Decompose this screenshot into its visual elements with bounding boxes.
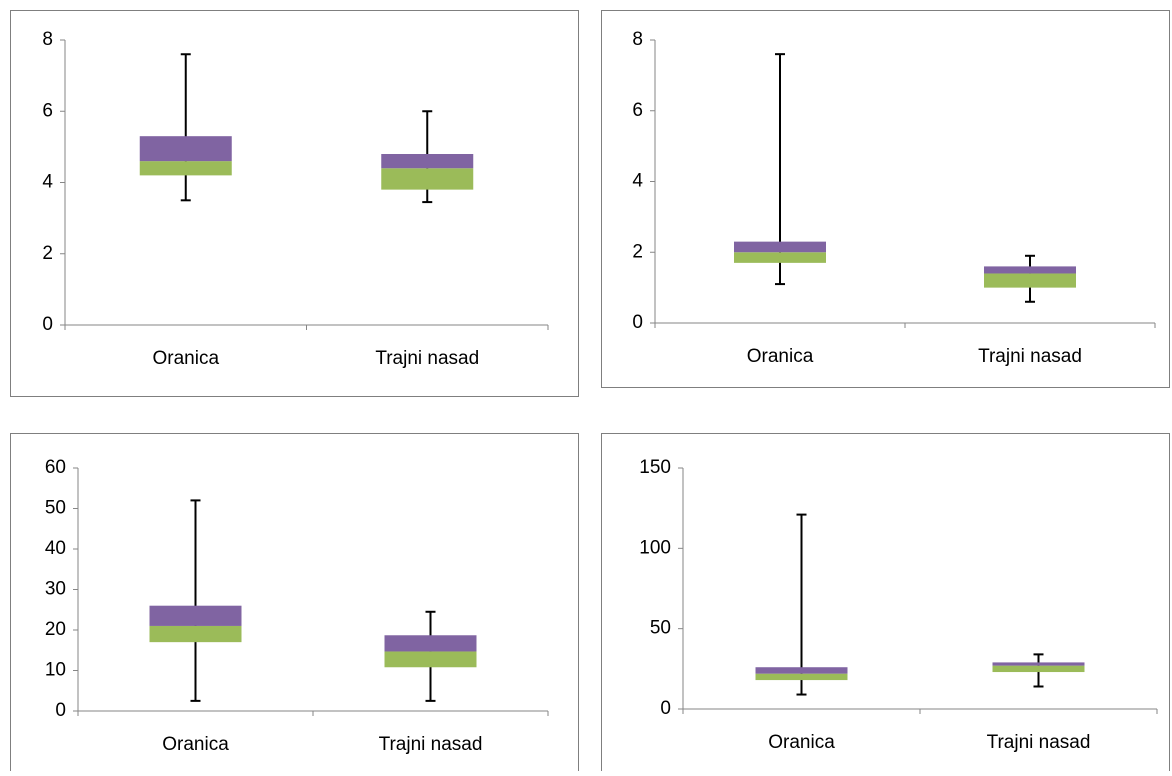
box-lower xyxy=(992,665,1085,673)
y-tick-label: 6 xyxy=(42,100,53,121)
box-upper xyxy=(139,136,232,162)
y-tick-label: 0 xyxy=(660,698,671,719)
box-upper xyxy=(384,635,477,652)
box-lower xyxy=(734,252,826,263)
box-lower xyxy=(381,168,474,190)
y-tick-label: 60 xyxy=(45,457,66,478)
box-lower xyxy=(149,625,242,643)
x-tick-label: Trajni nasad xyxy=(987,732,1091,753)
y-tick-label: 40 xyxy=(45,538,66,559)
chart-frame xyxy=(601,10,1170,388)
x-tick-label: Oranica xyxy=(768,732,835,753)
y-tick-label: 50 xyxy=(650,618,671,639)
y-tick-label: 0 xyxy=(632,312,643,333)
x-tick-label: Oranica xyxy=(162,734,229,755)
y-tick-label: 0 xyxy=(42,314,53,335)
x-tick-label: Oranica xyxy=(747,346,814,367)
y-tick-label: 2 xyxy=(42,243,53,264)
x-tick-label: Trajni nasad xyxy=(375,348,479,369)
box-upper xyxy=(734,241,826,253)
y-tick-label: 50 xyxy=(45,498,66,519)
box-lower xyxy=(755,673,848,681)
box-lower xyxy=(384,651,477,668)
box-lower xyxy=(984,273,1076,288)
y-tick-label: 10 xyxy=(45,660,66,681)
chart-frame xyxy=(601,433,1170,774)
box-lower xyxy=(139,161,232,176)
chart-frame xyxy=(10,433,579,774)
y-tick-label: 6 xyxy=(632,100,643,121)
x-tick-label: Trajni nasad xyxy=(978,346,1082,367)
y-tick-label: 0 xyxy=(55,700,66,721)
y-tick-label: 8 xyxy=(632,29,643,50)
box-upper xyxy=(984,266,1076,274)
y-tick-label: 30 xyxy=(45,579,66,600)
y-tick-label: 20 xyxy=(45,619,66,640)
box-upper xyxy=(149,605,242,626)
y-tick-label: 100 xyxy=(639,537,671,558)
y-tick-label: 2 xyxy=(632,241,643,262)
box-upper xyxy=(992,662,1085,666)
chart-frame xyxy=(10,10,579,397)
x-tick-label: Trajni nasad xyxy=(379,734,483,755)
y-tick-label: 8 xyxy=(42,29,53,50)
box-upper xyxy=(755,667,848,674)
y-tick-label: 4 xyxy=(42,172,53,193)
y-tick-label: 150 xyxy=(639,457,671,478)
box-upper xyxy=(381,154,474,169)
x-tick-label: Oranica xyxy=(152,348,219,369)
y-tick-label: 4 xyxy=(632,171,643,192)
